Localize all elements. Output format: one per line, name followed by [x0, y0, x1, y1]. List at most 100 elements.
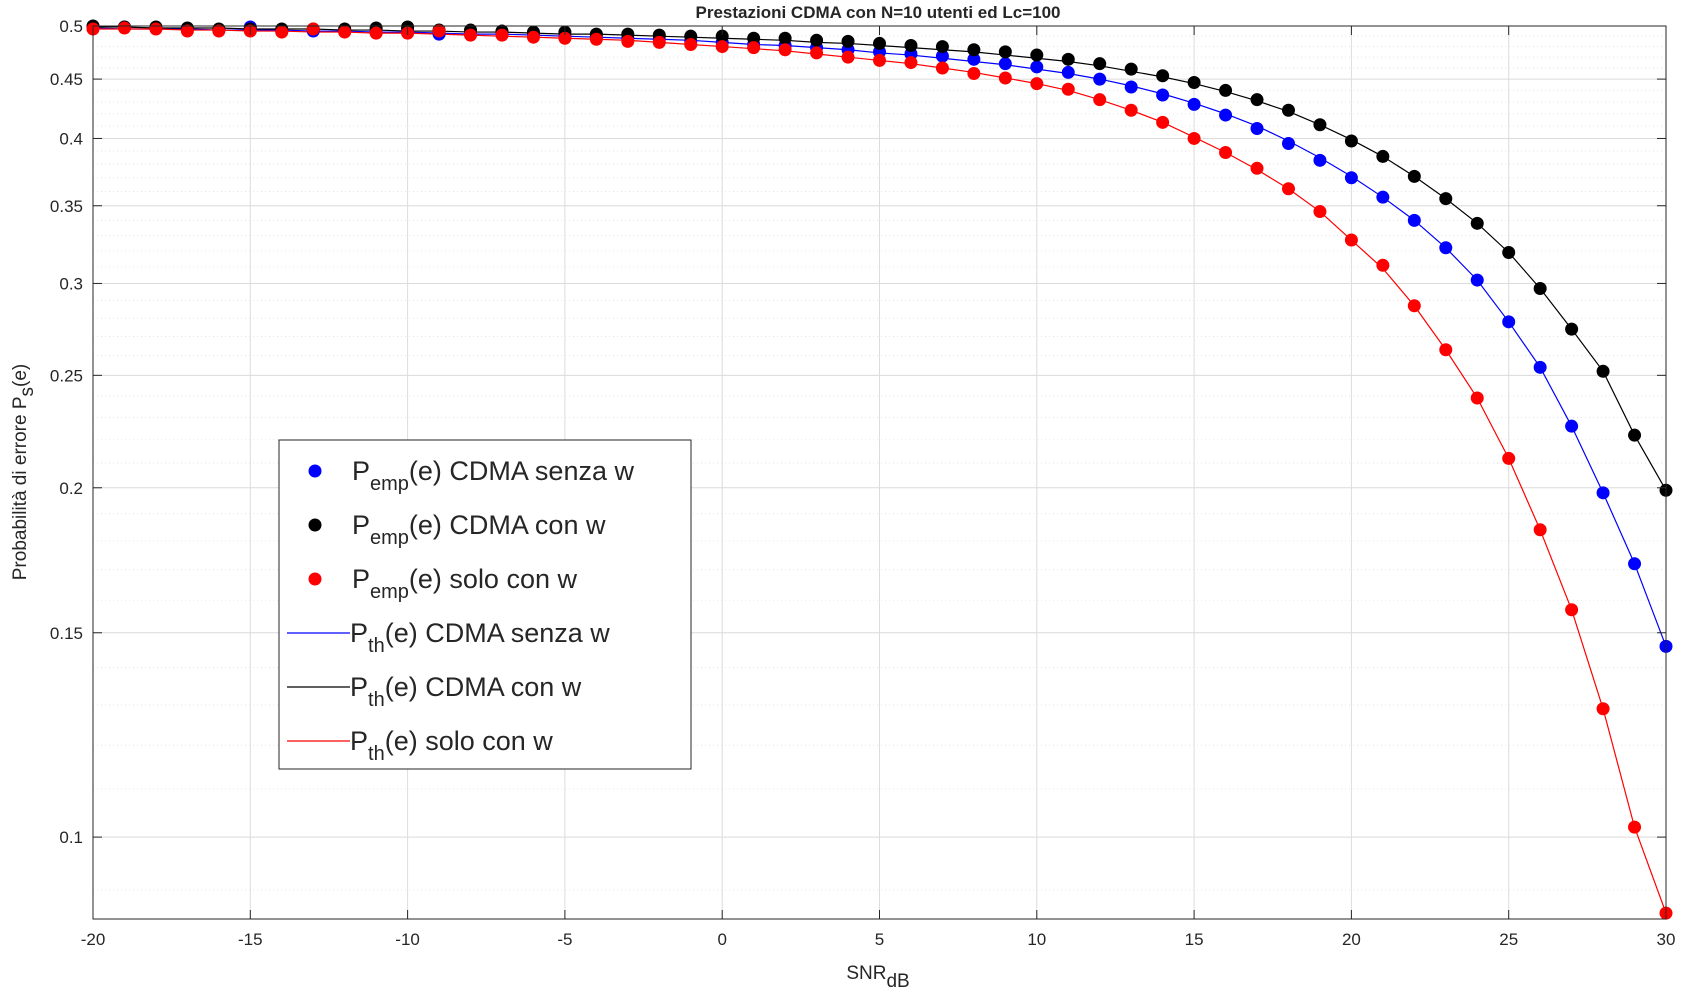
y-axis-label: Probabilità di errore Ps(e) [10, 364, 38, 581]
data-point [904, 56, 918, 70]
data-point [1628, 820, 1642, 834]
data-point [1093, 93, 1107, 107]
legend-label-main: P [350, 672, 368, 702]
data-point [967, 67, 981, 81]
data-point [1061, 82, 1075, 96]
data-point [747, 41, 761, 55]
grid [92, 25, 1667, 919]
y-tick-label: 0.25 [50, 366, 83, 385]
data-point [1502, 451, 1516, 465]
data-point [1250, 93, 1264, 107]
x-tick-label: -5 [557, 930, 572, 949]
data-point [1219, 108, 1233, 122]
data-point [810, 33, 824, 47]
legend-label-main: P [350, 726, 368, 756]
y-tick-label: 0.3 [59, 274, 83, 293]
legend-marker [308, 518, 322, 532]
data-point [1376, 258, 1390, 272]
data-point [904, 39, 918, 53]
data-point [935, 40, 949, 54]
data-point [967, 52, 981, 66]
data-point [1281, 103, 1295, 117]
data-point [1156, 88, 1170, 102]
data-point [589, 32, 603, 46]
legend-label-tail: (e) solo con w [409, 564, 578, 594]
legend-entry-label: Pemp(e) CDMA con w [352, 510, 606, 549]
axis-ticks: -20 -15 -10 -5 0 5 10 15 20 25 30 0.1 0.15 0.2 0.25 0.3… [50, 17, 1676, 949]
data-point [1533, 282, 1547, 295]
data-point [1628, 428, 1642, 442]
y-axis-label-tail: (e) [10, 364, 31, 387]
data-point [1030, 77, 1044, 91]
x-tick-label: 0 [717, 930, 726, 949]
data-point [1124, 80, 1138, 94]
y-tick-label: 0.2 [59, 479, 83, 498]
data-point [1502, 245, 1516, 259]
data-point [1533, 523, 1547, 537]
data-point [1565, 603, 1579, 617]
data-point [306, 22, 320, 36]
y-tick-label: 0.15 [50, 624, 83, 643]
data-point [369, 26, 383, 40]
x-axis-label: SNRdB [846, 963, 909, 992]
data-point [1565, 419, 1579, 433]
legend-label-sub: emp [370, 581, 409, 603]
x-tick-label: 20 [1342, 930, 1361, 949]
data-point [1187, 75, 1201, 89]
y-tick-label: 0.1 [59, 828, 83, 847]
data-point [212, 24, 226, 38]
data-point [652, 35, 666, 49]
data-point [1376, 149, 1390, 163]
legend-label-sub: th [368, 635, 385, 657]
legend-label-main: P [350, 618, 368, 648]
legend-label-sub: th [368, 689, 385, 711]
data-point [873, 36, 886, 50]
data-point [621, 34, 635, 48]
data-point [1344, 171, 1358, 185]
data-point [1313, 153, 1327, 167]
data-point [873, 53, 886, 67]
data-point [967, 43, 981, 57]
legend-label-tail: (e) CDMA senza w [409, 456, 635, 486]
data-point [1061, 65, 1075, 79]
data-point [1093, 57, 1107, 71]
data-point [1313, 205, 1327, 219]
x-tick-label: -10 [395, 930, 420, 949]
data-point [1030, 60, 1044, 74]
data-point [1156, 115, 1170, 129]
legend-entry-label: Pth(e) CDMA senza w [350, 618, 610, 657]
data-point [810, 46, 824, 60]
data-point [841, 34, 855, 48]
data-point [998, 57, 1012, 71]
data-point [1156, 69, 1170, 83]
y-tick-label: 0.35 [50, 197, 83, 216]
x-axis-label-sub: dB [886, 971, 909, 992]
legend: Pemp (e) CDMA senza w Pemp(e) CDMA con w Pe… [278, 439, 692, 770]
data-point [1219, 83, 1233, 97]
data-point [495, 28, 509, 42]
data-point [1407, 169, 1421, 183]
data-point [935, 61, 949, 75]
x-tick-label: 30 [1657, 930, 1676, 949]
y-tick-label: 0.5 [59, 17, 83, 36]
data-point [1439, 192, 1453, 206]
legend-box [278, 439, 692, 770]
x-tick-label: 25 [1499, 930, 1518, 949]
data-point [998, 45, 1012, 59]
legend-marker [308, 464, 322, 478]
data-point [1219, 146, 1233, 160]
data-point [1470, 391, 1484, 405]
data-point [1124, 103, 1138, 117]
data-point [1187, 131, 1201, 145]
legend-entry-label: Pemp(e) solo con w [352, 564, 577, 603]
x-tick-label: 15 [1185, 930, 1204, 949]
data-point [464, 28, 478, 42]
data-point [558, 31, 572, 45]
data-point [1470, 216, 1484, 230]
data-point [715, 40, 729, 54]
data-point [1628, 557, 1642, 571]
data-point [1502, 315, 1516, 329]
legend-label-tail: (e) CDMA senza w [385, 618, 611, 648]
data-point [1596, 364, 1610, 378]
